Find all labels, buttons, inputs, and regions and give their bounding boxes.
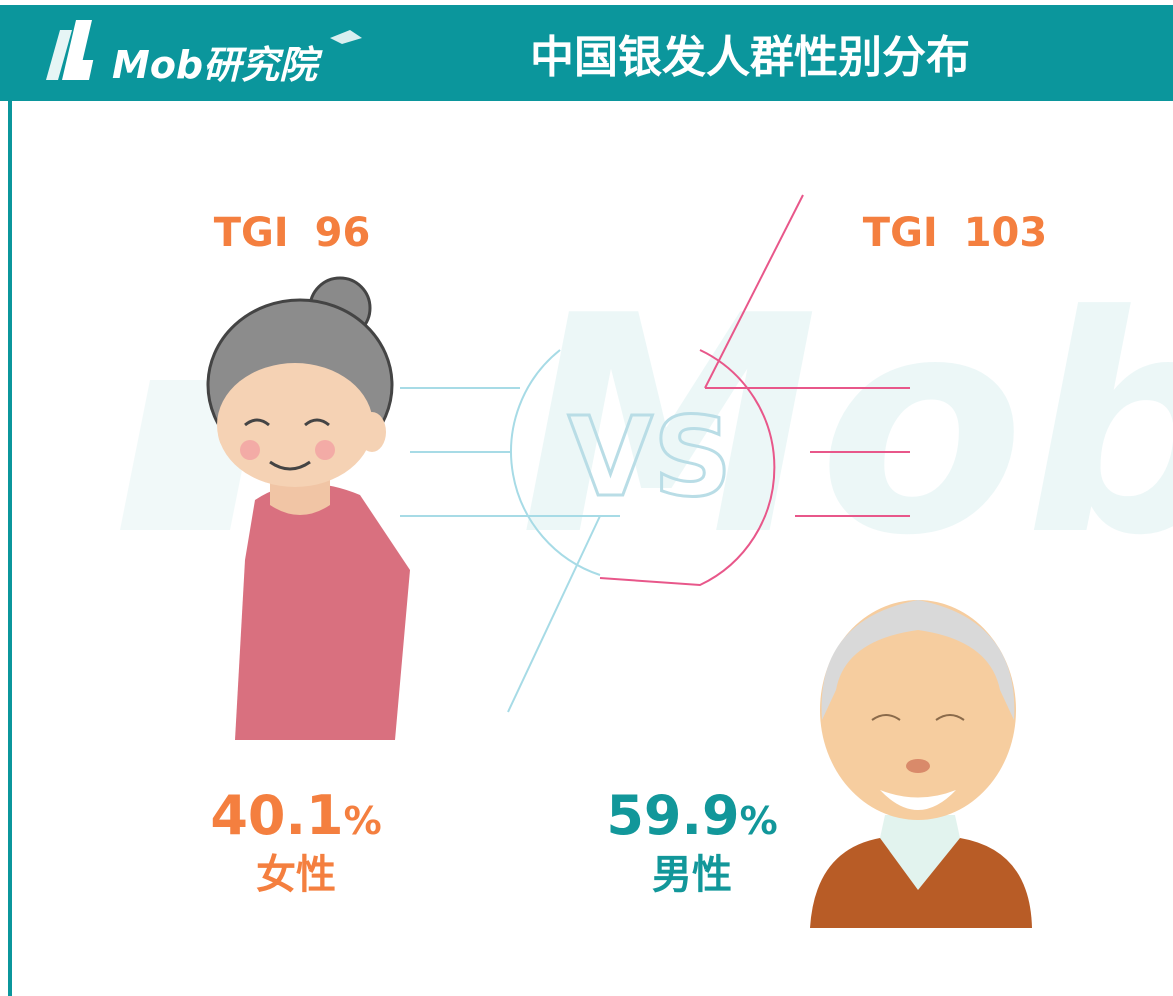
- grandpa-illustration: [810, 600, 1032, 928]
- left-border: [8, 100, 12, 996]
- grandma-illustration: [206, 276, 410, 740]
- tgi-label: TGI: [863, 210, 938, 256]
- share-value: 59.9: [606, 784, 739, 847]
- tgi-value: 96: [315, 210, 371, 256]
- share-value: 40.1: [210, 784, 343, 847]
- share-unit: %: [740, 799, 778, 843]
- share-male: 59.9%: [606, 784, 777, 847]
- tgi-value: 103: [964, 210, 1048, 256]
- tgi-male: TGI 103: [863, 210, 1047, 256]
- share-female: 40.1%: [210, 784, 381, 847]
- title: 中国银发人群性别分布: [530, 32, 970, 83]
- header-bar: [0, 5, 1173, 101]
- tgi-label: TGI: [214, 210, 289, 256]
- brand: Mob研究院: [112, 43, 323, 87]
- vs-decoration: [400, 194, 910, 713]
- vs-text: VS: [568, 393, 732, 521]
- share-unit: %: [344, 799, 382, 843]
- logo: [46, 20, 362, 80]
- label-female: 女性: [256, 852, 336, 898]
- tgi-female: TGI 96: [214, 210, 371, 256]
- label-male: 男性: [652, 852, 732, 898]
- watermark: Mob: [520, 252, 1173, 601]
